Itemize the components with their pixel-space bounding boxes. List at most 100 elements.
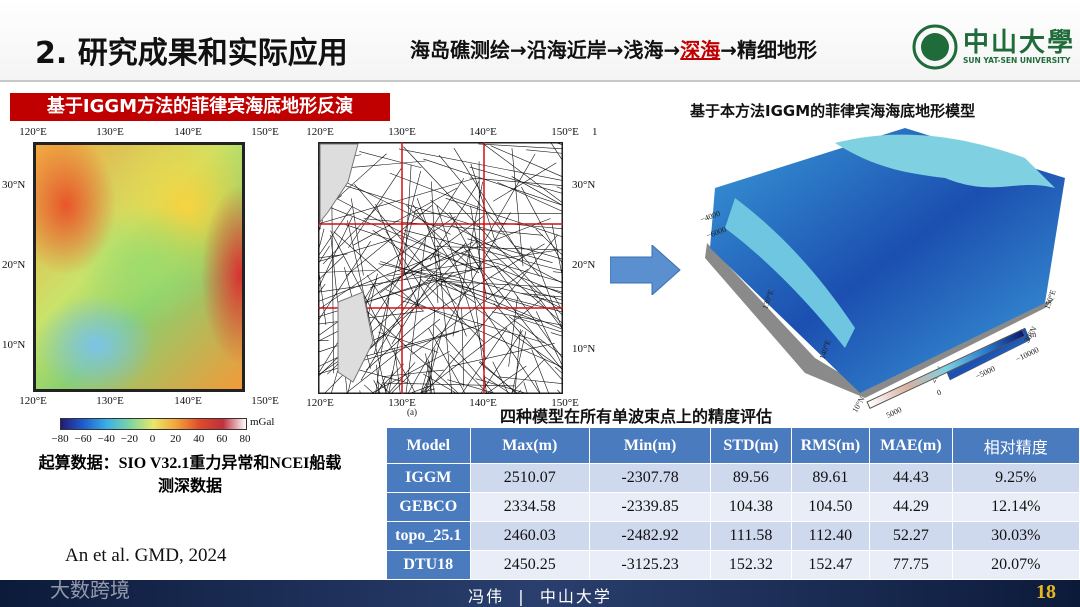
colorbar-tick: 20 [170, 433, 182, 445]
ship-track [437, 245, 453, 394]
lon-label: 120°E [306, 126, 334, 138]
ship-track [481, 142, 563, 204]
ship-track [492, 361, 509, 394]
ship-track [531, 349, 550, 394]
ship-track [358, 323, 485, 359]
ship-track [478, 362, 519, 394]
table-cell: 44.43 [869, 463, 953, 493]
ship-track [374, 170, 421, 354]
caption-line: 起算数据：SIO V32.1重力异常和NCEI船载 [38, 455, 342, 472]
ship-track [514, 329, 521, 394]
ship-track [461, 327, 508, 394]
colorbar-tick: 80 [239, 433, 251, 445]
ship-track [318, 265, 499, 293]
ship-track [412, 204, 541, 394]
institution: 中山大学 [539, 587, 612, 606]
ship-track [425, 333, 443, 394]
colorbar-tick: −80 [51, 433, 69, 445]
ship-track [483, 153, 536, 242]
ship-track [335, 197, 480, 274]
ship-track [447, 379, 499, 394]
ship-track [404, 229, 563, 272]
ship-track [511, 148, 524, 267]
ship-track [362, 307, 460, 394]
ship-track [420, 375, 431, 394]
model-cell: DTU18 [387, 550, 471, 579]
colorbar-tick: 60 [216, 433, 228, 445]
lat-label: 30°N [572, 179, 596, 191]
model-cell: IGGM [387, 463, 471, 493]
header-cell: Model [387, 428, 471, 464]
ship-track [462, 245, 563, 372]
ship-track [469, 177, 563, 186]
ship-track [398, 148, 563, 181]
path-before: 海岛礁测绘→沿海近岸→浅海→ [410, 38, 681, 62]
accuracy-table: Model Max(m) Min(m) STD(m) RMS(m) MAE(m) 相对精度 I… [387, 428, 1080, 579]
table-cell: 2450.25 [470, 550, 590, 579]
ship-track [461, 252, 563, 283]
ship-track [391, 276, 434, 345]
ship-track [365, 318, 424, 371]
table-cell: -3125.23 [589, 550, 712, 579]
table-cell: 111.58 [710, 521, 792, 551]
ship-track [403, 146, 563, 317]
gravity-colorbar [60, 418, 247, 430]
path-highlight: 深海 [680, 38, 721, 62]
lon-label: 150°E [551, 397, 579, 409]
header-cell: Min(m) [589, 428, 712, 464]
header-cell: STD(m) [710, 428, 792, 464]
subtitle: 海岛礁测绘→沿海近岸→浅海→深海→精细地形 [410, 34, 817, 63]
ship-track [387, 362, 416, 394]
lon-label: 140°E [174, 126, 202, 138]
ship-track [449, 354, 489, 394]
header-cell: 相对精度 [952, 428, 1080, 464]
arrow [610, 245, 681, 295]
ship-track [335, 182, 506, 236]
table-cell: -2339.85 [589, 492, 712, 522]
ship-track [490, 145, 563, 178]
lon-label: 130°E [388, 126, 416, 138]
ship-track [423, 158, 563, 206]
ship-track [429, 307, 436, 394]
ship-track [512, 316, 563, 333]
ship-track [318, 239, 392, 263]
lon-label: 120°E [19, 395, 47, 407]
ship-track [386, 249, 561, 277]
ship-track [452, 181, 483, 337]
colorbar-tick: −60 [74, 433, 92, 445]
ship-track [375, 203, 420, 307]
page-number: 18 [1036, 581, 1056, 603]
ship-track [419, 278, 484, 343]
ship-track [535, 311, 563, 368]
ship-track [333, 231, 424, 311]
header-row: Model Max(m) Min(m) STD(m) RMS(m) MAE(m) 相对精度 [387, 428, 1080, 464]
model-cell: GEBCO [387, 492, 471, 522]
ship-track [389, 172, 480, 209]
lat-label: 30°N [2, 179, 26, 191]
presenter: 冯伟 [468, 587, 505, 606]
ship-track [453, 147, 524, 261]
ship-track [497, 265, 563, 325]
ship-track [379, 216, 484, 294]
ship-track [490, 276, 563, 301]
table-cell: -2482.92 [589, 521, 712, 551]
ship-track [382, 369, 444, 377]
colorbar-unit: m [1030, 330, 1037, 339]
table-cell: 104.38 [710, 492, 792, 522]
ship-track [432, 252, 467, 337]
ship-track [430, 199, 541, 295]
ship-track [451, 342, 555, 367]
ship-track [318, 256, 344, 281]
ship-track [435, 246, 563, 251]
colorbar-tick: 40 [193, 433, 205, 445]
ship-track [424, 348, 436, 394]
model-cell: topo_25.1 [387, 521, 471, 551]
ship-track [318, 206, 352, 258]
ship-track [318, 253, 348, 259]
ship-track [424, 234, 559, 394]
header-bar [0, 0, 1080, 82]
lat-label: 20°N [572, 259, 596, 271]
footer-bar [0, 580, 1080, 607]
banner: 基于IGGM方法的菲律宾海底地形反演 [10, 93, 390, 121]
